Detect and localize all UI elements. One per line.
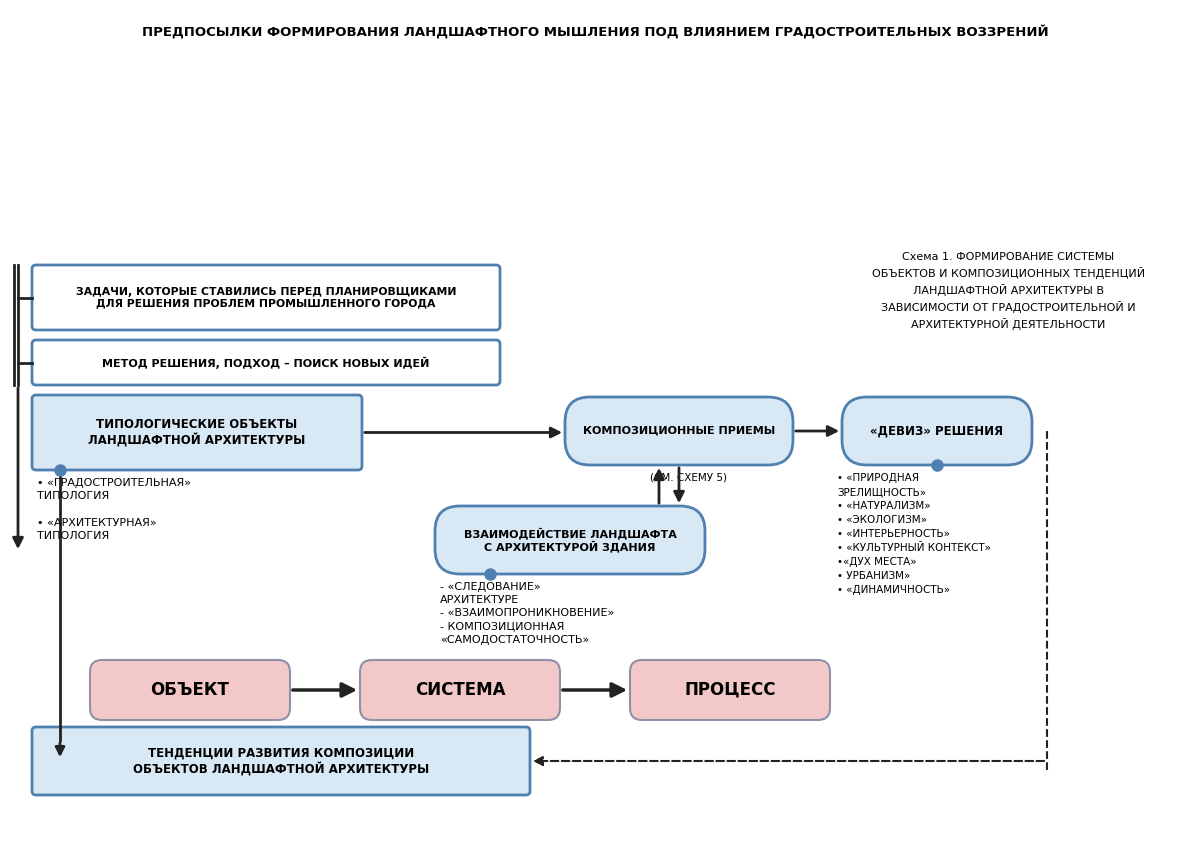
Text: Схема 1. ФОРМИРОВАНИЕ СИСТЕМЫ
ОБЪЕКТОВ И КОМПОЗИЦИОННЫХ ТЕНДЕНЦИЙ
ЛАНДШАФТНОЙ АР: Схема 1. ФОРМИРОВАНИЕ СИСТЕМЫ ОБЪЕКТОВ И… — [872, 252, 1145, 330]
Text: ПРОЦЕСС: ПРОЦЕСС — [685, 681, 775, 699]
Text: ТИПОЛОГИЧЕСКИЕ ОБЪЕКТЫ
ЛАНДШАФТНОЙ АРХИТЕКТУРЫ: ТИПОЛОГИЧЕСКИЕ ОБЪЕКТЫ ЛАНДШАФТНОЙ АРХИТ… — [88, 418, 306, 447]
Text: ОБЪЕКТ: ОБЪЕКТ — [150, 681, 230, 699]
FancyBboxPatch shape — [32, 340, 500, 385]
Text: ВЗАИМОДЕЙСТВИЕ ЛАНДШАФТА
С АРХИТЕКТУРОЙ ЗДАНИЯ: ВЗАИМОДЕЙСТВИЕ ЛАНДШАФТА С АРХИТЕКТУРОЙ … — [463, 527, 676, 552]
FancyBboxPatch shape — [32, 727, 530, 795]
Text: - «СЛЕДОВАНИЕ»
АРХИТЕКТУРЕ
- «ВЗАИМОПРОНИКНОВЕНИЕ»
- КОМПОЗИЦИОННАЯ
«САМОДОСТАТО: - «СЛЕДОВАНИЕ» АРХИТЕКТУРЕ - «ВЗАИМОПРОН… — [439, 582, 615, 645]
Text: ПРЕДПОСЫЛКИ ФОРМИРОВАНИЯ ЛАНДШАФТНОГО МЫШЛЕНИЯ ПОД ВЛИЯНИЕМ ГРАДОСТРОИТЕЛЬНЫХ ВО: ПРЕДПОСЫЛКИ ФОРМИРОВАНИЯ ЛАНДШАФТНОГО МЫ… — [142, 25, 1048, 39]
Text: (СМ. СХЕМУ 5): (СМ. СХЕМУ 5) — [650, 472, 728, 482]
FancyBboxPatch shape — [32, 265, 500, 330]
Text: • «ПРИРОДНАЯ
ЗРЕЛИЩНОСТЬ»
• «НАТУРАЛИЗМ»
• «ЭКОЛОГИЗМ»
• «ИНТЕРЬЕРНОСТЬ»
• «КУЛЬ: • «ПРИРОДНАЯ ЗРЕЛИЩНОСТЬ» • «НАТУРАЛИЗМ»… — [837, 473, 991, 595]
Text: «ДЕВИЗ» РЕШЕНИЯ: «ДЕВИЗ» РЕШЕНИЯ — [871, 424, 1004, 438]
Text: СИСТЕМА: СИСТЕМА — [414, 681, 505, 699]
FancyBboxPatch shape — [842, 397, 1031, 465]
FancyBboxPatch shape — [435, 506, 705, 574]
FancyBboxPatch shape — [565, 397, 793, 465]
Text: ТЕНДЕНЦИИ РАЗВИТИЯ КОМПОЗИЦИИ
ОБЪЕКТОВ ЛАНДШАФТНОЙ АРХИТЕКТУРЫ: ТЕНДЕНЦИИ РАЗВИТИЯ КОМПОЗИЦИИ ОБЪЕКТОВ Л… — [133, 747, 429, 775]
FancyBboxPatch shape — [630, 660, 830, 720]
FancyBboxPatch shape — [360, 660, 560, 720]
FancyBboxPatch shape — [91, 660, 289, 720]
Text: ЗАДАЧИ, КОТОРЫЕ СТАВИЛИСЬ ПЕРЕД ПЛАНИРОВЩИКАМИ
ДЛЯ РЕШЕНИЯ ПРОБЛЕМ ПРОМЫШЛЕННОГО: ЗАДАЧИ, КОТОРЫЕ СТАВИЛИСЬ ПЕРЕД ПЛАНИРОВ… — [76, 286, 456, 308]
Text: • «ГРАДОСТРОИТЕЛЬНАЯ»
ТИПОЛОГИЯ

• «АРХИТЕКТУРНАЯ»
ТИПОЛОГИЯ: • «ГРАДОСТРОИТЕЛЬНАЯ» ТИПОЛОГИЯ • «АРХИТ… — [37, 478, 191, 541]
Text: КОМПОЗИЦИОННЫЕ ПРИЕМЫ: КОМПОЗИЦИОННЫЕ ПРИЕМЫ — [582, 426, 775, 436]
FancyBboxPatch shape — [32, 395, 362, 470]
Text: МЕТОД РЕШЕНИЯ, ПОДХОД – ПОИСК НОВЫХ ИДЕЙ: МЕТОД РЕШЕНИЯ, ПОДХОД – ПОИСК НОВЫХ ИДЕЙ — [102, 356, 430, 369]
